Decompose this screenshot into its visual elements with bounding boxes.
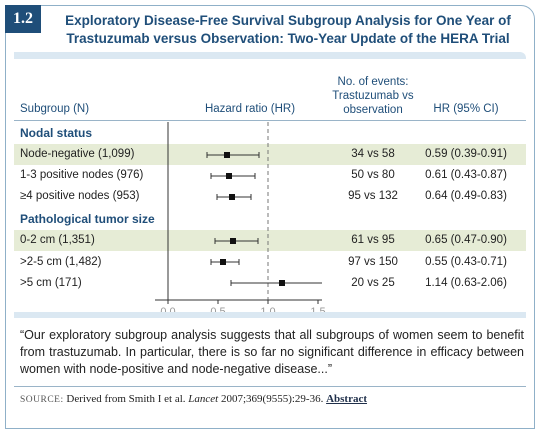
abstract-link[interactable]: Abstract <box>326 393 368 405</box>
figure-title: Exploratory Disease-Free Survival Subgro… <box>48 12 528 48</box>
row-label: >2-5 cm (1,482) <box>20 256 102 268</box>
hr-point <box>279 280 285 286</box>
row-label: >5 cm (171) <box>20 277 82 289</box>
row-events: 34 vs 58 <box>351 148 395 160</box>
row-events: 95 vs 132 <box>348 190 398 202</box>
row-label: Node-negative (1,099) <box>20 148 135 160</box>
hr-point <box>220 259 226 265</box>
row-hr-ci: 0.61 (0.43-0.87) <box>425 169 507 181</box>
hr-point <box>230 238 236 244</box>
forest-plot-marks: 0.00.51.01.5 <box>155 122 326 318</box>
row-events: 97 vs 150 <box>348 256 398 268</box>
hr-point <box>224 152 230 158</box>
source-journal: Lancet <box>188 393 219 405</box>
title-line-1: Exploratory Disease-Free Survival Subgro… <box>65 13 511 28</box>
hr-point <box>229 194 235 200</box>
source-text: Derived from Smith I et al. <box>66 393 186 405</box>
source-line: SOURCE: Derived from Smith I et al. Lanc… <box>20 393 367 405</box>
header-events: No. of events: Trastuzumab vs observatio… <box>318 75 428 117</box>
header-hr-ci: HR (95% CI) <box>433 103 499 115</box>
source-divider <box>14 386 526 387</box>
row-hr-ci: 1.14 (0.63-2.06) <box>425 277 507 289</box>
row-highlight-4 <box>14 230 526 251</box>
row-events: 20 vs 25 <box>351 277 395 289</box>
row-hr-ci: 0.55 (0.43-0.71) <box>425 256 507 268</box>
row-label: 0-2 cm (1,351) <box>20 234 95 246</box>
row-label: 1-3 positive nodes (976) <box>20 169 144 181</box>
title-line-2: Trastuzumab versus Observation: Two-Year… <box>66 31 510 46</box>
row-hr-ci: 0.64 (0.49-0.83) <box>425 190 507 202</box>
row-events: 61 vs 95 <box>351 234 395 246</box>
header-hazard-ratio: Hazard ratio (HR) <box>204 103 296 115</box>
row-events: 50 vs 80 <box>351 169 395 181</box>
header-divider <box>14 120 526 121</box>
header-events-line-2: Trastuzumab vs <box>332 90 414 102</box>
row-hr-ci: 0.65 (0.47-0.90) <box>425 234 507 246</box>
header-subgroup: Subgroup (N) <box>20 103 90 115</box>
hr-point <box>226 173 232 179</box>
row-highlight-1 <box>14 144 526 165</box>
source-citation: 2007;369(9555):29-36. <box>220 393 324 405</box>
figure-number: 1.2 <box>5 5 41 33</box>
source-keyword: SOURCE: <box>20 395 64 405</box>
panel-bottom-band <box>14 312 526 318</box>
title-divider <box>14 52 526 59</box>
header-events-line-3: observation <box>343 104 403 116</box>
header-events-line-1: No. of events: <box>337 76 409 88</box>
row-hr-ci: 0.59 (0.39-0.91) <box>425 148 507 160</box>
row-label: ≥4 positive nodes (953) <box>20 190 140 202</box>
quote-text: “Our exploratory subgroup analysis sugge… <box>20 328 524 376</box>
section-tumor-size: Pathological tumor size <box>20 212 155 226</box>
figure-frame <box>5 5 535 429</box>
section-nodal-status: Nodal status <box>20 126 93 140</box>
